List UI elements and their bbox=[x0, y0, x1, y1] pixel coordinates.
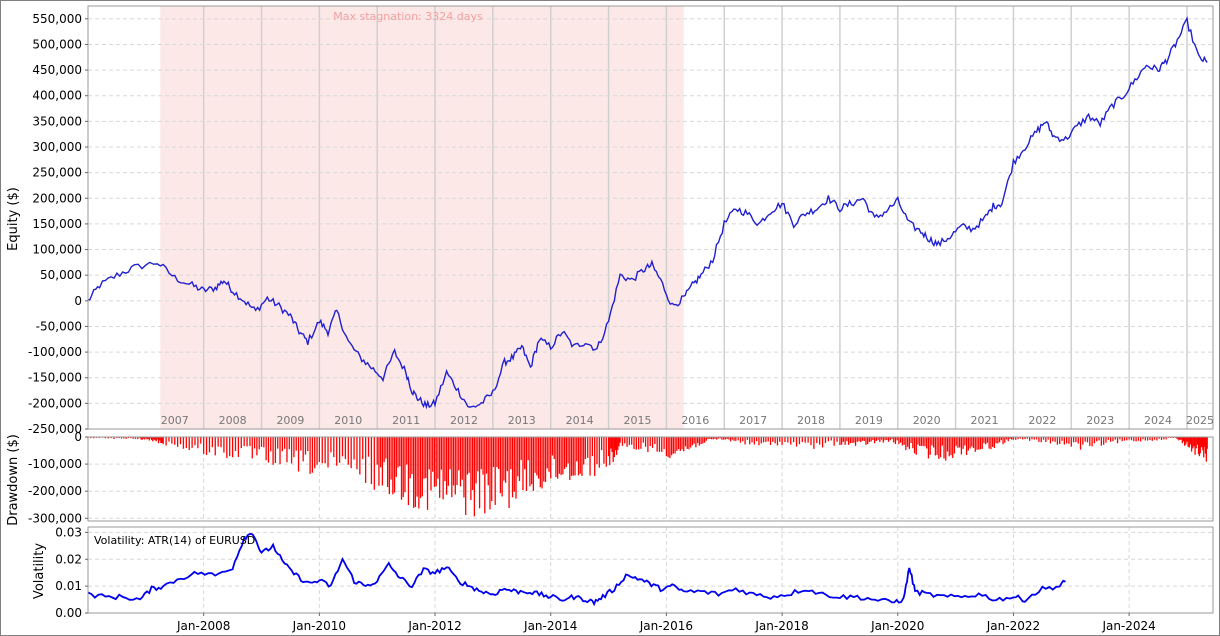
drawdown-y-tick-label: -100,000 bbox=[28, 457, 82, 471]
equity-y-axis-title: Equity ($) bbox=[6, 187, 21, 251]
vol-panel-border bbox=[87, 526, 1214, 614]
x-tick-label: Jan-2016 bbox=[639, 619, 693, 633]
year-label: 2015 bbox=[623, 414, 651, 427]
year-label: 2018 bbox=[797, 414, 825, 427]
equity-y-tick-label: 450,000 bbox=[32, 63, 82, 77]
equity-line bbox=[88, 16, 1208, 410]
year-label: 2008 bbox=[219, 414, 247, 427]
volatility-y-tick-label: 0.02 bbox=[55, 552, 82, 566]
x-tick-label: Jan-2020 bbox=[870, 619, 924, 633]
x-tick-label: Jan-2012 bbox=[407, 619, 461, 633]
equity-y-tick-label: -50,000 bbox=[36, 319, 82, 333]
equity-y-tick-label: 350,000 bbox=[32, 114, 82, 128]
drawdown-y-tick-label: -200,000 bbox=[28, 484, 82, 498]
stagnation-region bbox=[160, 6, 684, 429]
drawdown-y-tick-label: 0 bbox=[74, 430, 82, 444]
year-label: 2025 bbox=[1186, 414, 1214, 427]
year-label: 2010 bbox=[334, 414, 362, 427]
x-tick-label: Jan-2014 bbox=[523, 619, 577, 633]
equity-y-tick-label: 500,000 bbox=[32, 37, 82, 51]
eq-panel-border bbox=[87, 5, 1214, 430]
drawdown-y-tick-label: -300,000 bbox=[28, 511, 82, 525]
volatility-y-tick-label: 0.00 bbox=[55, 606, 82, 620]
year-label: 2009 bbox=[276, 414, 304, 427]
year-label: 2013 bbox=[508, 414, 536, 427]
drawdown-y-axis-title: Drawdown ($) bbox=[6, 434, 21, 526]
year-label: 2016 bbox=[681, 414, 709, 427]
equity-y-tick-label: 150,000 bbox=[32, 217, 82, 231]
volatility-y-tick-label: 0.01 bbox=[55, 579, 82, 593]
year-label: 2021 bbox=[971, 414, 999, 427]
year-label: 2024 bbox=[1144, 414, 1172, 427]
year-label: 2007 bbox=[161, 414, 189, 427]
equity-y-tick-label: 0 bbox=[74, 294, 82, 308]
equity-y-tick-label: -200,000 bbox=[28, 396, 82, 410]
year-label: 2014 bbox=[566, 414, 594, 427]
equity-y-tick-label: 400,000 bbox=[32, 89, 82, 103]
year-label: 2012 bbox=[450, 414, 478, 427]
equity-y-tick-label: 100,000 bbox=[32, 243, 82, 257]
year-label: 2019 bbox=[855, 414, 883, 427]
stagnation-annotation: Max stagnation: 3324 days bbox=[333, 10, 483, 23]
equity-y-tick-label: 300,000 bbox=[32, 140, 82, 154]
year-label: 2022 bbox=[1028, 414, 1056, 427]
volatility-y-tick-label: 0.03 bbox=[55, 525, 82, 539]
equity-y-tick-label: 50,000 bbox=[40, 268, 82, 282]
x-tick-label: Jan-2024 bbox=[1101, 619, 1155, 633]
year-label: 2023 bbox=[1086, 414, 1114, 427]
equity-y-tick-label: -100,000 bbox=[28, 345, 82, 359]
year-label: 2017 bbox=[739, 414, 767, 427]
equity-y-tick-label: -150,000 bbox=[28, 371, 82, 385]
volatility-legend: Volatility: ATR(14) of EURUSD bbox=[94, 534, 255, 547]
year-label: 2011 bbox=[392, 414, 420, 427]
volatility-line bbox=[87, 532, 1066, 607]
equity-y-tick-label: 250,000 bbox=[32, 166, 82, 180]
x-tick-label: Jan-2008 bbox=[176, 619, 230, 633]
equity-y-tick-label: -250,000 bbox=[28, 422, 82, 436]
year-label: 2020 bbox=[913, 414, 941, 427]
x-tick-label: Jan-2010 bbox=[292, 619, 346, 633]
equity-y-tick-label: 550,000 bbox=[32, 12, 82, 26]
x-tick-label: Jan-2018 bbox=[754, 619, 808, 633]
dd-panel-border bbox=[87, 436, 1214, 522]
equity-y-tick-label: 200,000 bbox=[32, 191, 82, 205]
volatility-y-axis-title: Volatility bbox=[32, 543, 47, 599]
x-tick-label: Jan-2022 bbox=[986, 619, 1040, 633]
